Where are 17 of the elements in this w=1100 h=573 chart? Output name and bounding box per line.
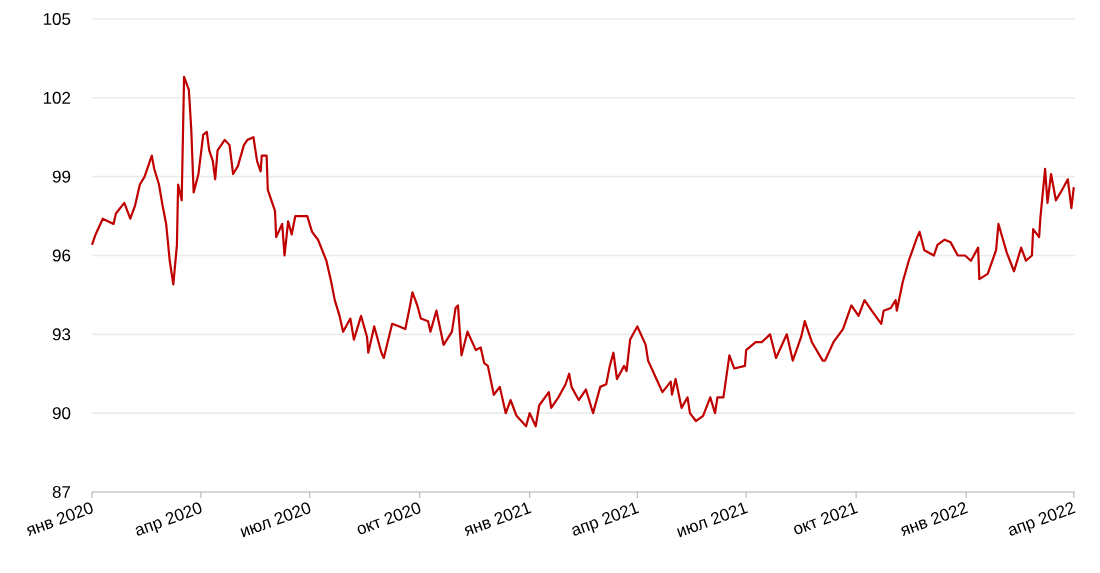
x-tick-label: апр 2021 [572, 502, 640, 536]
y-tick-label: 99 [52, 170, 71, 183]
x-tick-label: янв 2021 [464, 502, 532, 537]
x-tick-label: апр 2022 [1008, 502, 1076, 536]
x-tick-label: янв 2022 [901, 502, 968, 537]
y-tick-label: 105 [43, 12, 71, 25]
x-tick-label: окт 2021 [794, 502, 858, 535]
y-tick-label: 96 [52, 249, 71, 262]
x-tick-label: июл 2021 [676, 502, 748, 538]
x-tick-label: окт 2020 [357, 502, 421, 535]
y-tick-label: 93 [52, 328, 71, 341]
y-tick-label: 90 [52, 407, 71, 420]
x-tick-label: янв 2020 [27, 502, 93, 537]
y-tick-label: 102 [43, 91, 71, 104]
y-tick-label: 87 [52, 485, 71, 498]
x-tick-label: апр 2020 [135, 502, 202, 536]
x-tick-label: июл 2020 [240, 502, 311, 538]
